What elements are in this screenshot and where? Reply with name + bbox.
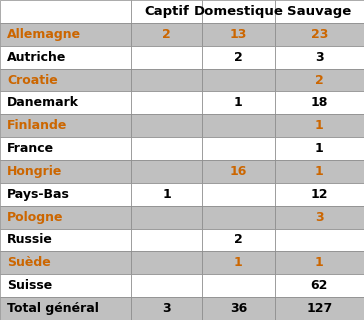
- Bar: [202, 46, 275, 68]
- Text: 16: 16: [230, 165, 247, 178]
- Bar: [0, 137, 131, 160]
- Bar: [275, 0, 364, 23]
- Text: 2: 2: [234, 234, 243, 246]
- Text: 12: 12: [310, 188, 328, 201]
- Bar: [202, 137, 275, 160]
- Text: 1: 1: [162, 188, 171, 201]
- Text: Danemark: Danemark: [7, 96, 79, 109]
- Text: 1: 1: [315, 256, 324, 269]
- Bar: [131, 228, 202, 252]
- Text: 2: 2: [234, 51, 243, 64]
- Bar: [0, 46, 131, 68]
- Bar: [202, 68, 275, 92]
- Text: 3: 3: [315, 51, 324, 64]
- Text: Captif: Captif: [144, 5, 189, 18]
- Bar: [275, 92, 364, 114]
- Bar: [275, 46, 364, 68]
- Bar: [275, 183, 364, 206]
- Text: Suisse: Suisse: [7, 279, 52, 292]
- Bar: [202, 297, 275, 320]
- Text: 62: 62: [311, 279, 328, 292]
- Bar: [202, 183, 275, 206]
- Bar: [131, 252, 202, 274]
- Bar: [202, 23, 275, 46]
- Bar: [202, 92, 275, 114]
- Text: Allemagne: Allemagne: [7, 28, 82, 41]
- Text: 2: 2: [162, 28, 171, 41]
- Text: 3: 3: [315, 211, 324, 224]
- Text: 36: 36: [230, 302, 247, 315]
- Text: 1: 1: [234, 96, 243, 109]
- Bar: [131, 160, 202, 183]
- Bar: [0, 183, 131, 206]
- Text: 1: 1: [315, 142, 324, 155]
- Bar: [131, 137, 202, 160]
- Text: Autriche: Autriche: [7, 51, 67, 64]
- Bar: [131, 183, 202, 206]
- Bar: [0, 228, 131, 252]
- Bar: [131, 0, 202, 23]
- Bar: [275, 68, 364, 92]
- Bar: [275, 297, 364, 320]
- Text: Finlande: Finlande: [7, 119, 68, 132]
- Bar: [131, 23, 202, 46]
- Text: Pologne: Pologne: [7, 211, 64, 224]
- Bar: [202, 274, 275, 297]
- Bar: [131, 274, 202, 297]
- Text: 18: 18: [311, 96, 328, 109]
- Bar: [0, 297, 131, 320]
- Bar: [0, 114, 131, 137]
- Text: 3: 3: [162, 302, 171, 315]
- Bar: [131, 92, 202, 114]
- Text: Domestique: Domestique: [194, 5, 283, 18]
- Text: 1: 1: [315, 119, 324, 132]
- Text: 127: 127: [306, 302, 333, 315]
- Text: Russie: Russie: [7, 234, 53, 246]
- Bar: [275, 274, 364, 297]
- Bar: [0, 252, 131, 274]
- Bar: [275, 137, 364, 160]
- Bar: [131, 206, 202, 228]
- Text: Total général: Total général: [7, 302, 99, 315]
- Bar: [0, 68, 131, 92]
- Text: 1: 1: [234, 256, 243, 269]
- Bar: [131, 68, 202, 92]
- Bar: [202, 252, 275, 274]
- Text: Sauvage: Sauvage: [287, 5, 352, 18]
- Text: 1: 1: [315, 165, 324, 178]
- Bar: [202, 206, 275, 228]
- Text: France: France: [7, 142, 54, 155]
- Text: Croatie: Croatie: [7, 74, 58, 86]
- Text: Pays-Bas: Pays-Bas: [7, 188, 70, 201]
- Bar: [202, 114, 275, 137]
- Text: 13: 13: [230, 28, 247, 41]
- Text: Suède: Suède: [7, 256, 51, 269]
- Bar: [0, 206, 131, 228]
- Bar: [0, 23, 131, 46]
- Bar: [202, 0, 275, 23]
- Bar: [131, 297, 202, 320]
- Bar: [275, 252, 364, 274]
- Bar: [131, 46, 202, 68]
- Bar: [131, 114, 202, 137]
- Bar: [0, 274, 131, 297]
- Text: 2: 2: [315, 74, 324, 86]
- Bar: [275, 228, 364, 252]
- Bar: [0, 160, 131, 183]
- Bar: [202, 160, 275, 183]
- Text: Hongrie: Hongrie: [7, 165, 63, 178]
- Bar: [0, 0, 131, 23]
- Bar: [275, 23, 364, 46]
- Text: 23: 23: [311, 28, 328, 41]
- Bar: [275, 160, 364, 183]
- Bar: [275, 206, 364, 228]
- Bar: [275, 114, 364, 137]
- Bar: [202, 228, 275, 252]
- Bar: [0, 92, 131, 114]
